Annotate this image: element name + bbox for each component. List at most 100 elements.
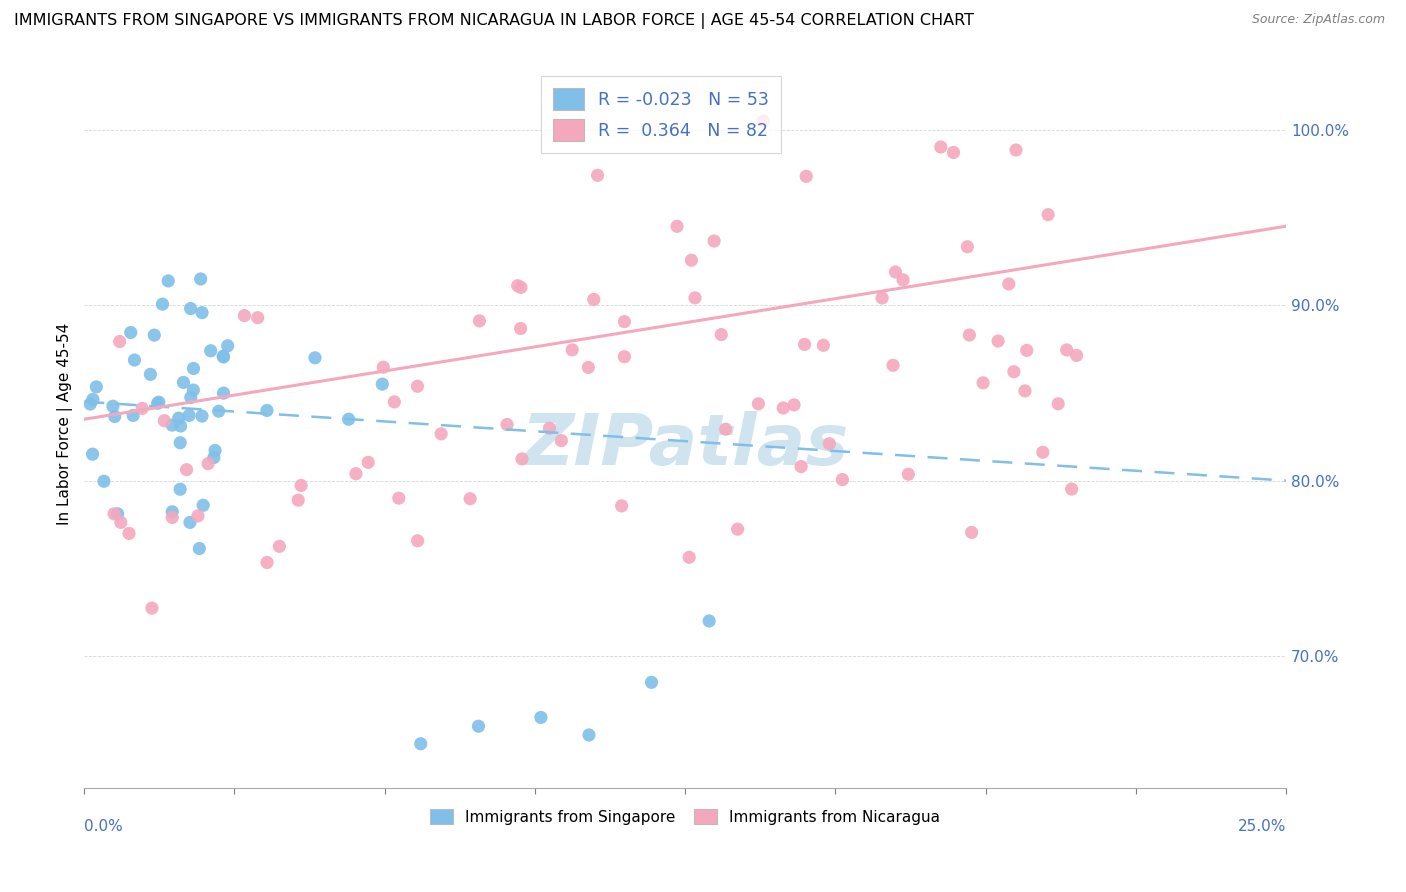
Point bbox=[703, 234, 725, 248]
Point bbox=[107, 507, 129, 521]
Point bbox=[212, 349, 235, 363]
Point bbox=[1066, 348, 1088, 362]
Point bbox=[530, 710, 553, 724]
Point bbox=[104, 409, 127, 424]
Point bbox=[1005, 143, 1028, 157]
Point bbox=[120, 326, 142, 340]
Point bbox=[169, 435, 191, 450]
Point bbox=[256, 556, 278, 570]
Point bbox=[640, 675, 662, 690]
Point bbox=[172, 376, 194, 390]
Point bbox=[1047, 397, 1070, 411]
Point bbox=[160, 505, 183, 519]
Point bbox=[987, 334, 1010, 348]
Point bbox=[183, 361, 205, 376]
Point bbox=[794, 169, 817, 184]
Point bbox=[208, 404, 231, 418]
Point bbox=[727, 522, 749, 536]
Point bbox=[467, 719, 489, 733]
Point bbox=[139, 368, 162, 382]
Point bbox=[998, 277, 1021, 291]
Point bbox=[233, 309, 256, 323]
Point bbox=[122, 409, 145, 423]
Point bbox=[246, 310, 269, 325]
Point bbox=[167, 411, 190, 425]
Point bbox=[409, 737, 432, 751]
Text: ZIPatlas: ZIPatlas bbox=[522, 411, 849, 480]
Y-axis label: In Labor Force | Age 45-54: In Labor Force | Age 45-54 bbox=[58, 323, 73, 524]
Point bbox=[304, 351, 326, 365]
Point bbox=[152, 297, 174, 311]
Point bbox=[103, 507, 125, 521]
Point bbox=[897, 467, 920, 482]
Point bbox=[956, 240, 979, 254]
Point bbox=[576, 360, 599, 375]
Point bbox=[169, 419, 191, 434]
Point bbox=[82, 447, 104, 461]
Point bbox=[197, 457, 219, 471]
Point bbox=[160, 418, 183, 433]
Point bbox=[506, 278, 529, 293]
Point bbox=[578, 728, 600, 742]
Text: 0.0%: 0.0% bbox=[84, 819, 124, 834]
Point bbox=[957, 328, 980, 343]
Point bbox=[188, 541, 211, 556]
Point bbox=[666, 219, 689, 234]
Point bbox=[678, 550, 700, 565]
Point bbox=[783, 398, 806, 412]
Point bbox=[344, 467, 367, 481]
Point bbox=[1060, 482, 1083, 496]
Point bbox=[772, 401, 794, 415]
Text: 25.0%: 25.0% bbox=[1237, 819, 1286, 834]
Point bbox=[143, 328, 166, 343]
Point bbox=[790, 459, 813, 474]
Point bbox=[179, 516, 201, 530]
Point bbox=[510, 280, 533, 294]
Point bbox=[613, 350, 636, 364]
Point bbox=[118, 526, 141, 541]
Point bbox=[200, 343, 222, 358]
Point bbox=[212, 350, 235, 364]
Point bbox=[610, 499, 633, 513]
Point bbox=[79, 397, 101, 411]
Point bbox=[430, 426, 453, 441]
Point bbox=[388, 491, 411, 505]
Point bbox=[202, 450, 225, 465]
Point bbox=[153, 414, 176, 428]
Point bbox=[714, 422, 737, 436]
Point bbox=[148, 395, 170, 409]
Point bbox=[101, 399, 124, 413]
Point bbox=[177, 409, 200, 423]
Point bbox=[818, 436, 841, 450]
Point bbox=[747, 397, 769, 411]
Point bbox=[256, 403, 278, 417]
Point bbox=[406, 533, 429, 548]
Point bbox=[884, 265, 907, 279]
Point bbox=[290, 478, 312, 492]
Point bbox=[793, 337, 815, 351]
Point bbox=[190, 272, 212, 286]
Point bbox=[697, 614, 720, 628]
Point bbox=[710, 327, 733, 342]
Point bbox=[1056, 343, 1078, 357]
Point bbox=[371, 377, 394, 392]
Point bbox=[681, 253, 703, 268]
Point bbox=[496, 417, 519, 432]
Point bbox=[187, 508, 209, 523]
Point bbox=[337, 412, 360, 426]
Point bbox=[1015, 343, 1038, 358]
Point bbox=[1036, 208, 1059, 222]
Point bbox=[510, 451, 533, 466]
Point bbox=[752, 114, 775, 128]
Point bbox=[561, 343, 583, 357]
Point bbox=[357, 455, 380, 469]
Point bbox=[870, 291, 893, 305]
Point bbox=[972, 376, 994, 390]
Point bbox=[406, 379, 429, 393]
Point bbox=[93, 475, 115, 489]
Point bbox=[169, 482, 191, 496]
Point bbox=[831, 473, 853, 487]
Point bbox=[1032, 445, 1054, 459]
Point bbox=[538, 421, 561, 435]
Point bbox=[458, 491, 481, 506]
